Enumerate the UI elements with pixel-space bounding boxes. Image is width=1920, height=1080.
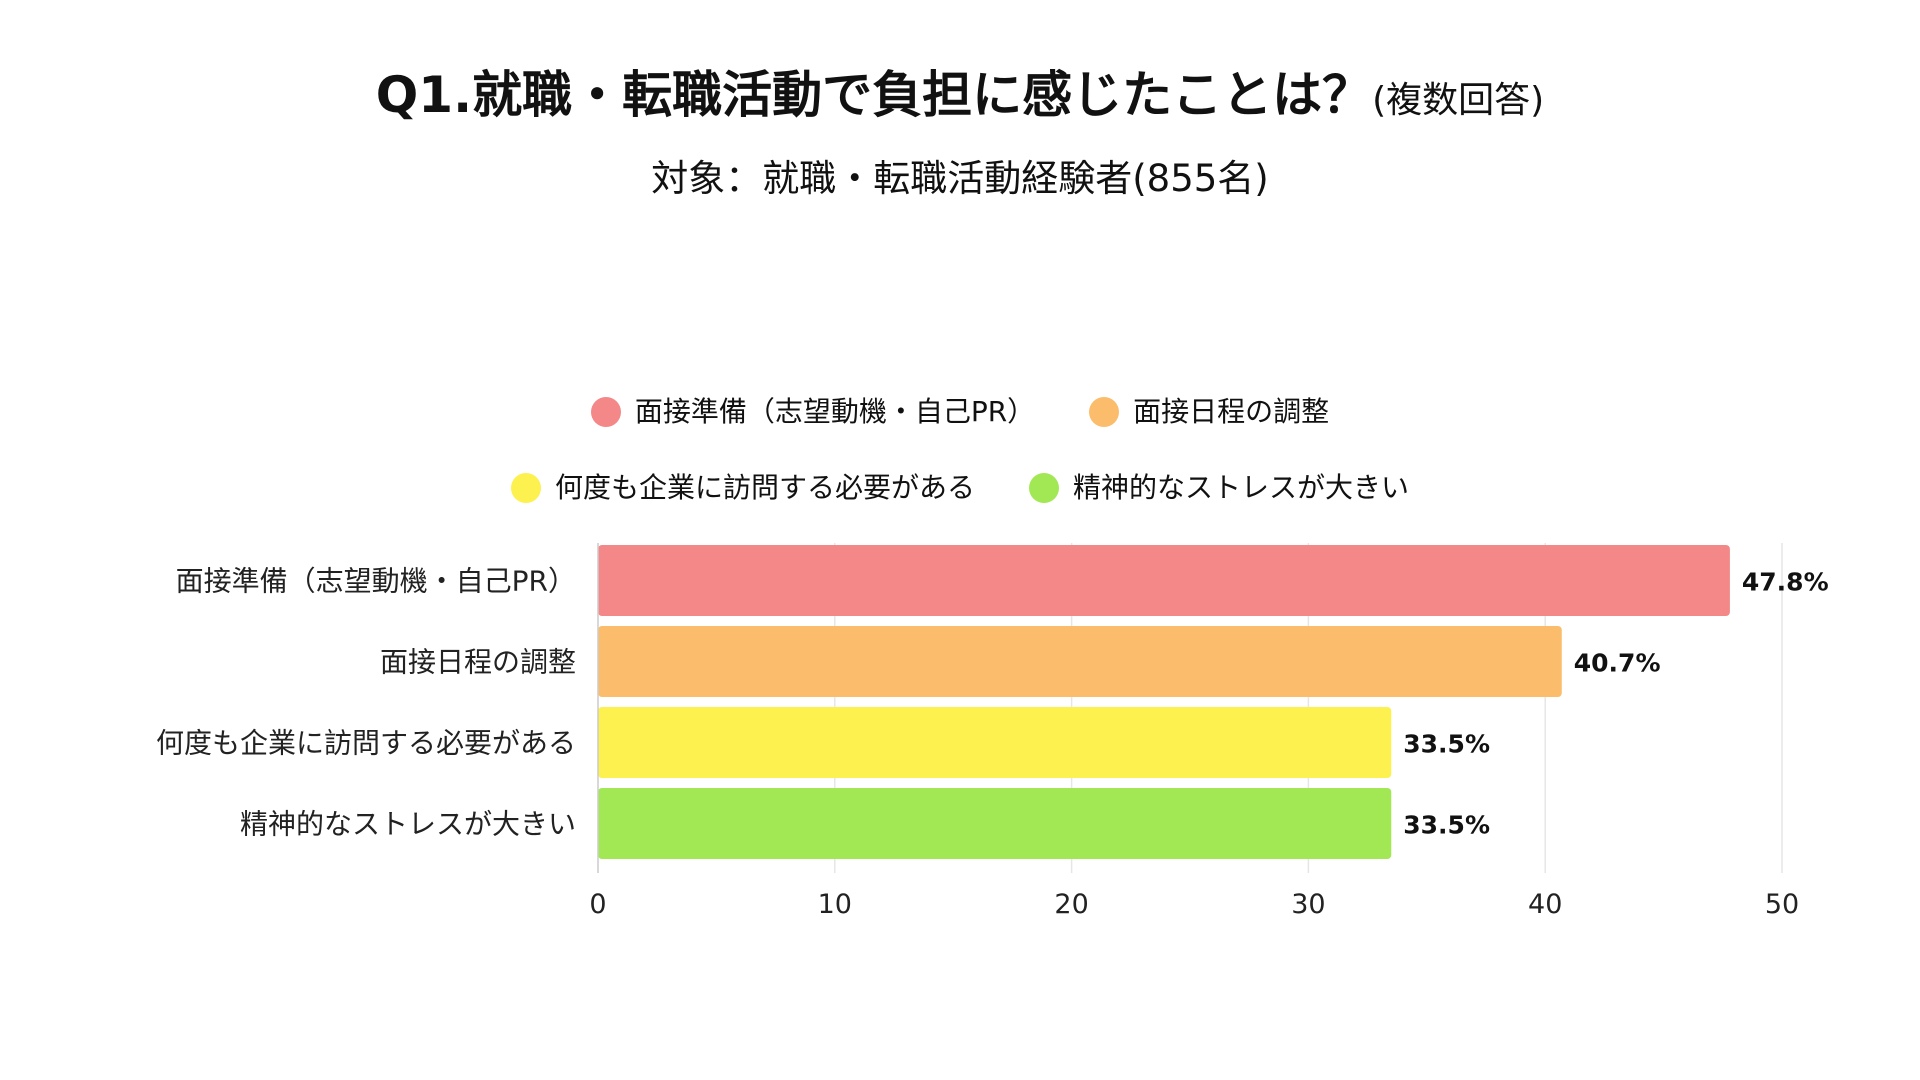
legend-label-2: 何度も企業に訪問する必要がある [554,471,975,504]
category-label-3: 精神的なストレスが大きい [240,808,576,841]
legend-label-0: 面接準備（志望動機・自己PR） [634,395,1036,428]
value-label-1: 40.7% [1574,649,1661,678]
bar-2 [598,707,1392,778]
category-label-2: 何度も企業に訪問する必要がある [156,727,576,760]
x-tick-label-1: 10 [818,889,852,920]
bar-3 [598,788,1392,859]
legend-row-2: 何度も企業に訪問する必要がある 精神的なストレスが大きい [0,468,1920,508]
chart-title-main: Q1.就職・転職活動で負担に感じたことは？ [375,66,1373,124]
x-tick-label-2: 20 [1054,889,1088,920]
x-tick-label-3: 30 [1291,889,1325,920]
legend-swatch-3 [1029,473,1059,503]
legend-item-0: 面接準備（志望動機・自己PR） [590,392,1036,432]
value-label-0: 47.8% [1742,568,1829,597]
category-label-0: 面接準備（志望動機・自己PR） [176,565,576,598]
bar-1 [598,626,1562,697]
legend-swatch-0 [590,397,621,427]
x-tick-label-4: 40 [1528,889,1562,920]
value-label-3: 33.5% [1403,811,1490,840]
legend-label-3: 精神的なストレスが大きい [1073,471,1410,504]
value-label-2: 33.5% [1403,730,1490,759]
chart-title: Q1.就職・転職活動で負担に感じたことは？(複数回答) [0,70,1920,120]
x-tick-label-0: 0 [589,889,606,920]
chart-title-suffix: (複数回答) [1372,80,1545,121]
legend-item-3: 精神的なストレスが大きい [1029,468,1409,508]
legend-row-1: 面接準備（志望動機・自己PR） 面接日程の調整 [0,392,1920,432]
legend-swatch-1 [1089,397,1120,427]
legend-label-1: 面接日程の調整 [1133,395,1330,428]
legend-item-2: 何度も企業に訪問する必要がある [510,468,975,508]
bar-0 [598,545,1730,616]
legend-swatch-2 [510,473,541,503]
chart-subtitle: 対象：就職・転職活動経験者(855名) [651,157,1269,200]
legend-item-1: 面接日程の調整 [1089,392,1329,432]
category-label-1: 面接日程の調整 [380,646,576,679]
x-tick-label-5: 50 [1765,889,1799,920]
